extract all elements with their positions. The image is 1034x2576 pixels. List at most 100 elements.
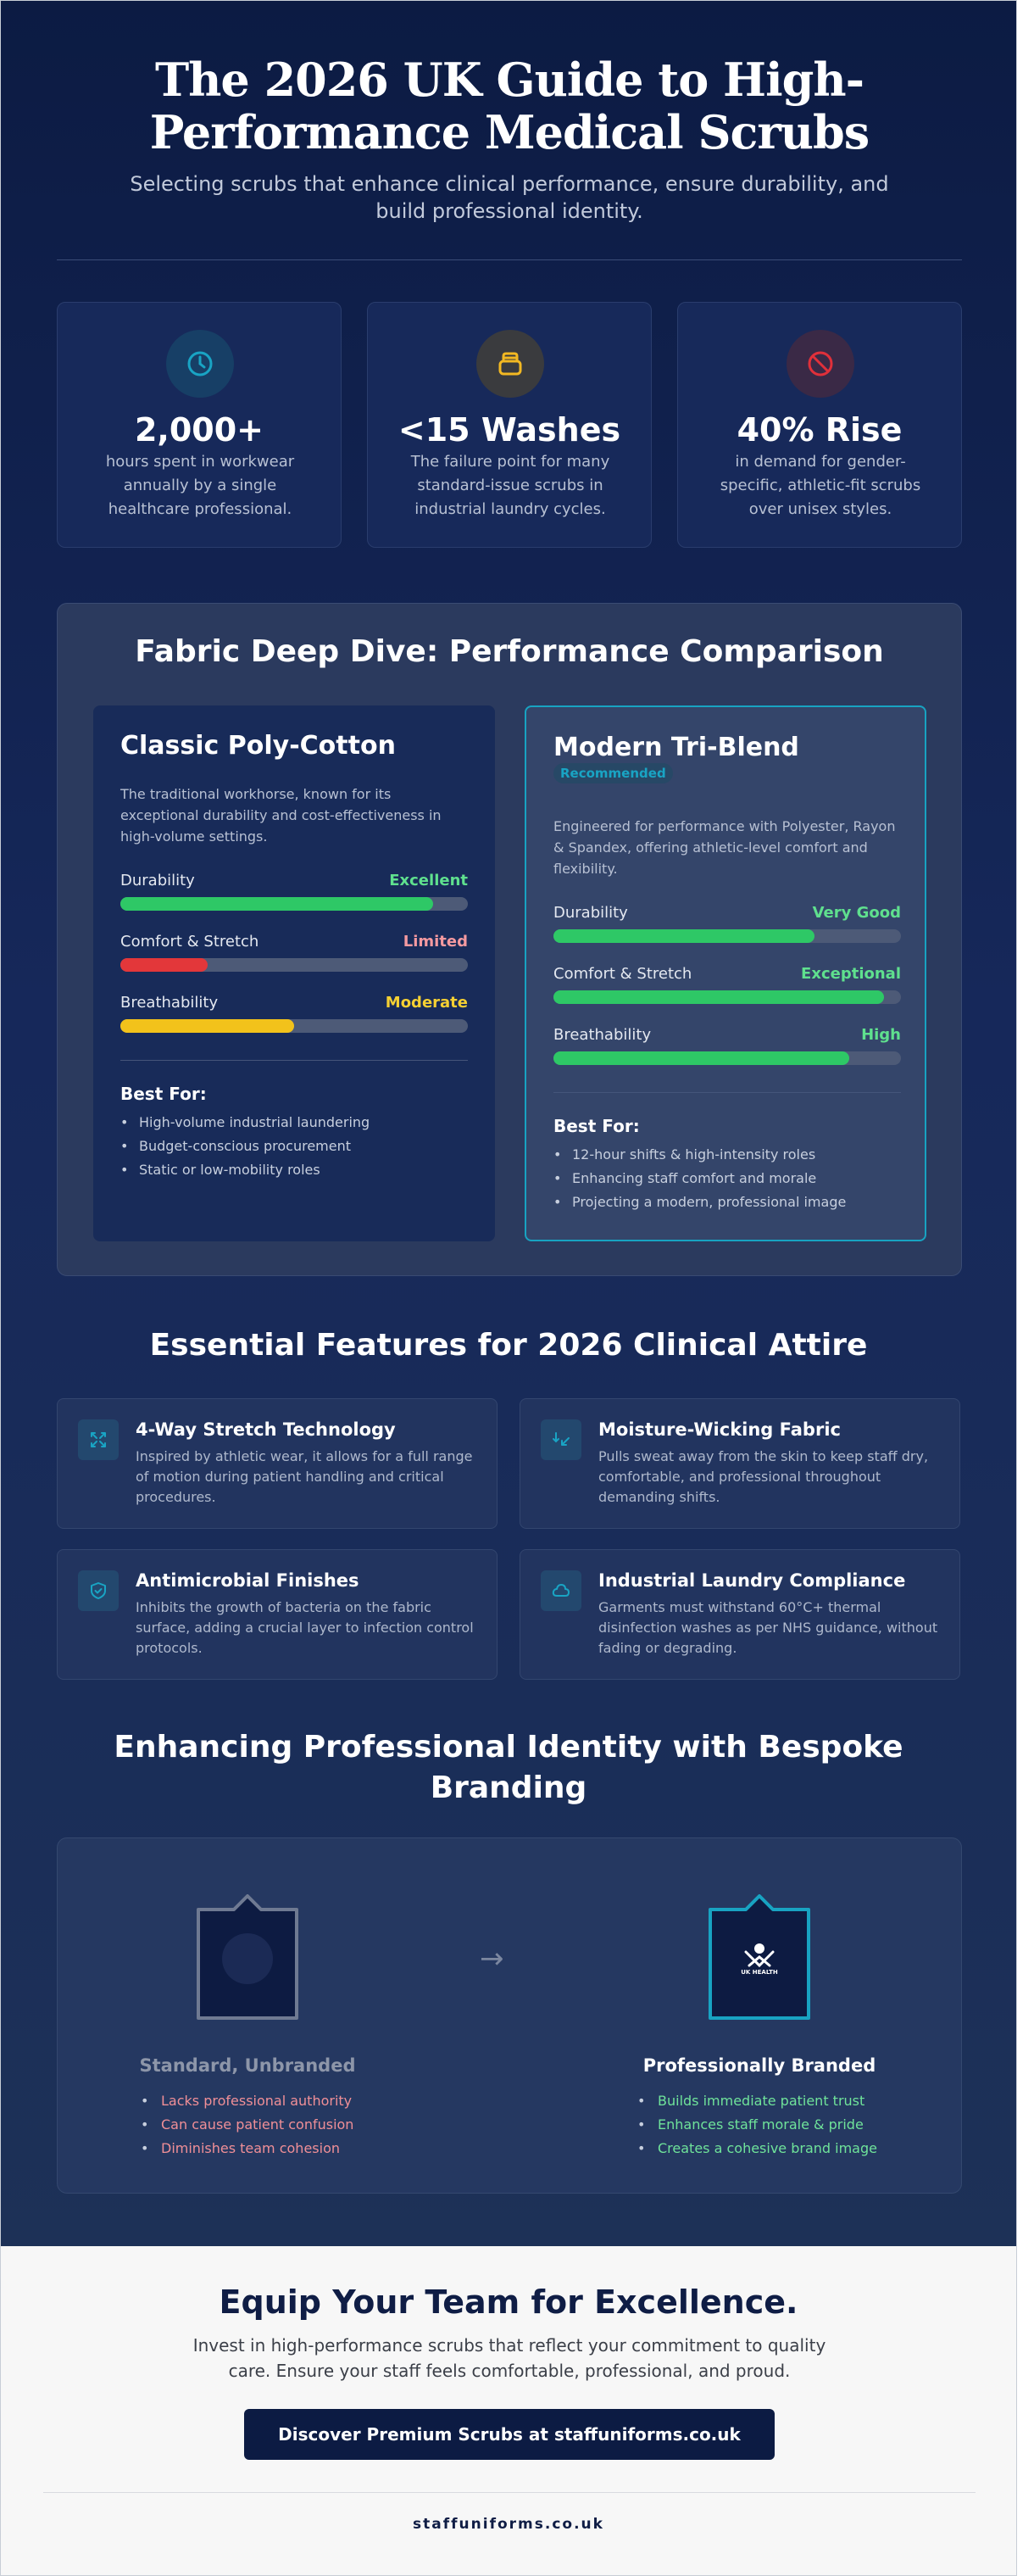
shield-icon xyxy=(78,1570,119,1611)
metric-bar-track xyxy=(553,990,901,1004)
feature-title: Moisture-Wicking Fabric xyxy=(598,1419,841,1440)
footer-site-link[interactable]: staffuniforms.co.uk xyxy=(413,2516,604,2533)
best-for-item: Enhancing staff comfort and morale xyxy=(553,1167,909,1190)
best-for-label: Best For: xyxy=(553,1116,640,1136)
metric-bar-fill xyxy=(120,897,433,911)
metric-label: Durability xyxy=(120,872,195,889)
feature-title: 4-Way Stretch Technology xyxy=(136,1419,396,1440)
branded-point: Creates a cohesive brand image xyxy=(637,2137,877,2161)
laundry-icon xyxy=(476,330,544,398)
metric-label: Durability xyxy=(553,904,628,922)
best-for-item: Static or low-mobility roles xyxy=(120,1158,476,1182)
metric-bar-track xyxy=(553,929,901,943)
best-for-item: Projecting a modern, professional image xyxy=(553,1190,909,1214)
unbranded-point: Can cause patient confusion xyxy=(141,2113,353,2137)
branding-comparison-panel: → UK HEALTH Standard, Unbranded Lacks pr… xyxy=(57,1837,962,2194)
metric-bar-fill xyxy=(553,929,814,943)
branded-points: Builds immediate patient trust Enhances … xyxy=(637,2089,877,2161)
feature-card-stretch: 4-Way Stretch Technology Inspired by ath… xyxy=(57,1398,498,1529)
metric-label: Comfort & Stretch xyxy=(120,933,259,951)
feature-card-laundry: Industrial Laundry Compliance Garments m… xyxy=(520,1549,960,1680)
metric-rating: Exceptional xyxy=(801,965,901,983)
discover-scrubs-button[interactable]: Discover Premium Scrubs at staffuniforms… xyxy=(244,2409,775,2460)
fabric-comparison-panel: Fabric Deep Dive: Performance Comparison… xyxy=(57,603,962,1276)
unbranded-label: Standard, Unbranded xyxy=(139,2055,356,2076)
fabric-heading: Fabric Deep Dive: Performance Comparison xyxy=(135,634,884,669)
branded-logo-text: UK HEALTH xyxy=(741,1969,778,1976)
metric-label: Breathability xyxy=(553,1026,652,1044)
metric-bar-fill xyxy=(553,1051,849,1065)
metric-bar-fill xyxy=(120,1019,294,1033)
features-heading: Essential Features for 2026 Clinical Att… xyxy=(149,1328,868,1363)
page-title: The 2026 UK Guide to High-Performance Me… xyxy=(149,53,870,159)
best-for-label: Best For: xyxy=(120,1084,207,1104)
stat-card-hours: 2,000+ hours spent in workwear annually … xyxy=(57,302,342,548)
feature-desc: Inhibits the growth of bacteria on the f… xyxy=(136,1599,474,1656)
metric-durability: Durability Very Good xyxy=(553,904,901,943)
metric-bar-fill xyxy=(553,990,884,1004)
unbranded-point: Lacks professional authority xyxy=(141,2089,353,2113)
fabric-card-title: Modern Tri-Blend xyxy=(553,733,799,762)
cta-heading: Equip Your Team for Excellence. xyxy=(219,2283,798,2321)
metric-durability: Durability Excellent xyxy=(120,872,468,911)
metric-label: Breathability xyxy=(120,994,219,1012)
prohibited-icon xyxy=(787,330,854,398)
metric-rating: Very Good xyxy=(812,904,901,922)
stat-value: 40% Rise xyxy=(737,411,903,449)
stat-value: 2,000+ xyxy=(134,411,264,449)
branding-heading: Enhancing Professional Identity with Bes… xyxy=(114,1730,903,1805)
metric-comfort: Comfort & Stretch Limited xyxy=(120,933,468,972)
fabric-card-intro: The traditional workhorse, known for its… xyxy=(120,786,442,845)
stat-card-demand: 40% Rise in demand for gender-specific, … xyxy=(677,302,962,548)
branded-label: Professionally Branded xyxy=(642,2055,876,2076)
branded-scrub-icon: UK HEALTH xyxy=(709,1894,810,2020)
best-for-item: Budget-conscious procurement xyxy=(120,1135,476,1158)
feature-card-antimicrobial: Antimicrobial Finishes Inhibits the grow… xyxy=(57,1549,498,1680)
metric-bar-track xyxy=(120,1019,468,1033)
metric-rating: High xyxy=(861,1026,901,1044)
branded-point: Enhances staff morale & pride xyxy=(637,2113,877,2137)
fabric-card-tri-blend: Modern Tri-Blend Recommended Engineered … xyxy=(525,705,926,1241)
metric-breathability: Breathability High xyxy=(553,1026,901,1065)
recommended-badge: Recommended xyxy=(553,763,673,783)
stat-desc: The failure point for many standard-issu… xyxy=(410,453,610,518)
cta-text: Invest in high-performance scrubs that r… xyxy=(192,2335,826,2381)
best-for-list: High-volume industrial laundering Budget… xyxy=(120,1111,476,1182)
branded-point: Builds immediate patient trust xyxy=(637,2089,877,2113)
clock-icon xyxy=(166,330,234,398)
feature-desc: Inspired by athletic wear, it allows for… xyxy=(136,1448,473,1505)
arrow-right-icon: → xyxy=(480,1942,504,1976)
metric-bar-track xyxy=(120,897,468,911)
page-subtitle: Selecting scrubs that enhance clinical p… xyxy=(130,172,889,223)
best-for-list: 12-hour shifts & high-intensity roles En… xyxy=(553,1143,909,1214)
divider xyxy=(57,259,962,260)
stat-value: <15 Washes xyxy=(397,411,621,449)
unbranded-scrub-icon xyxy=(197,1894,298,2020)
best-for-item: 12-hour shifts & high-intensity roles xyxy=(553,1143,909,1167)
card-divider xyxy=(120,1060,468,1061)
metric-bar-track xyxy=(553,1051,901,1065)
fabric-card-intro: Engineered for performance with Polyeste… xyxy=(553,818,896,877)
metric-breathability: Breathability Moderate xyxy=(120,994,468,1033)
moisture-arrow-icon xyxy=(541,1419,581,1460)
feature-desc: Pulls sweat away from the skin to keep s… xyxy=(598,1448,929,1505)
unbranded-points: Lacks professional authority Can cause p… xyxy=(141,2089,353,2161)
feature-card-moisture: Moisture-Wicking Fabric Pulls sweat away… xyxy=(520,1398,960,1529)
stat-desc: in demand for gender-specific, athletic-… xyxy=(720,453,921,518)
card-divider xyxy=(553,1092,901,1093)
fabric-card-poly-cotton: Classic Poly-Cotton The traditional work… xyxy=(93,705,495,1241)
metric-comfort: Comfort & Stretch Exceptional xyxy=(553,965,901,1004)
stat-card-washes: <15 Washes The failure point for many st… xyxy=(367,302,652,548)
metric-rating: Excellent xyxy=(389,872,468,889)
footer-divider xyxy=(43,2492,976,2493)
feature-title: Industrial Laundry Compliance xyxy=(598,1570,906,1591)
unbranded-point: Diminishes team cohesion xyxy=(141,2137,353,2161)
cloud-icon xyxy=(541,1570,581,1611)
feature-title: Antimicrobial Finishes xyxy=(136,1570,359,1591)
metric-bar-fill xyxy=(120,958,208,972)
metric-label: Comfort & Stretch xyxy=(553,965,692,983)
fabric-card-title: Classic Poly-Cotton xyxy=(120,731,396,761)
stat-desc: hours spent in workwear annually by a si… xyxy=(105,453,295,518)
metric-rating: Limited xyxy=(403,933,468,951)
